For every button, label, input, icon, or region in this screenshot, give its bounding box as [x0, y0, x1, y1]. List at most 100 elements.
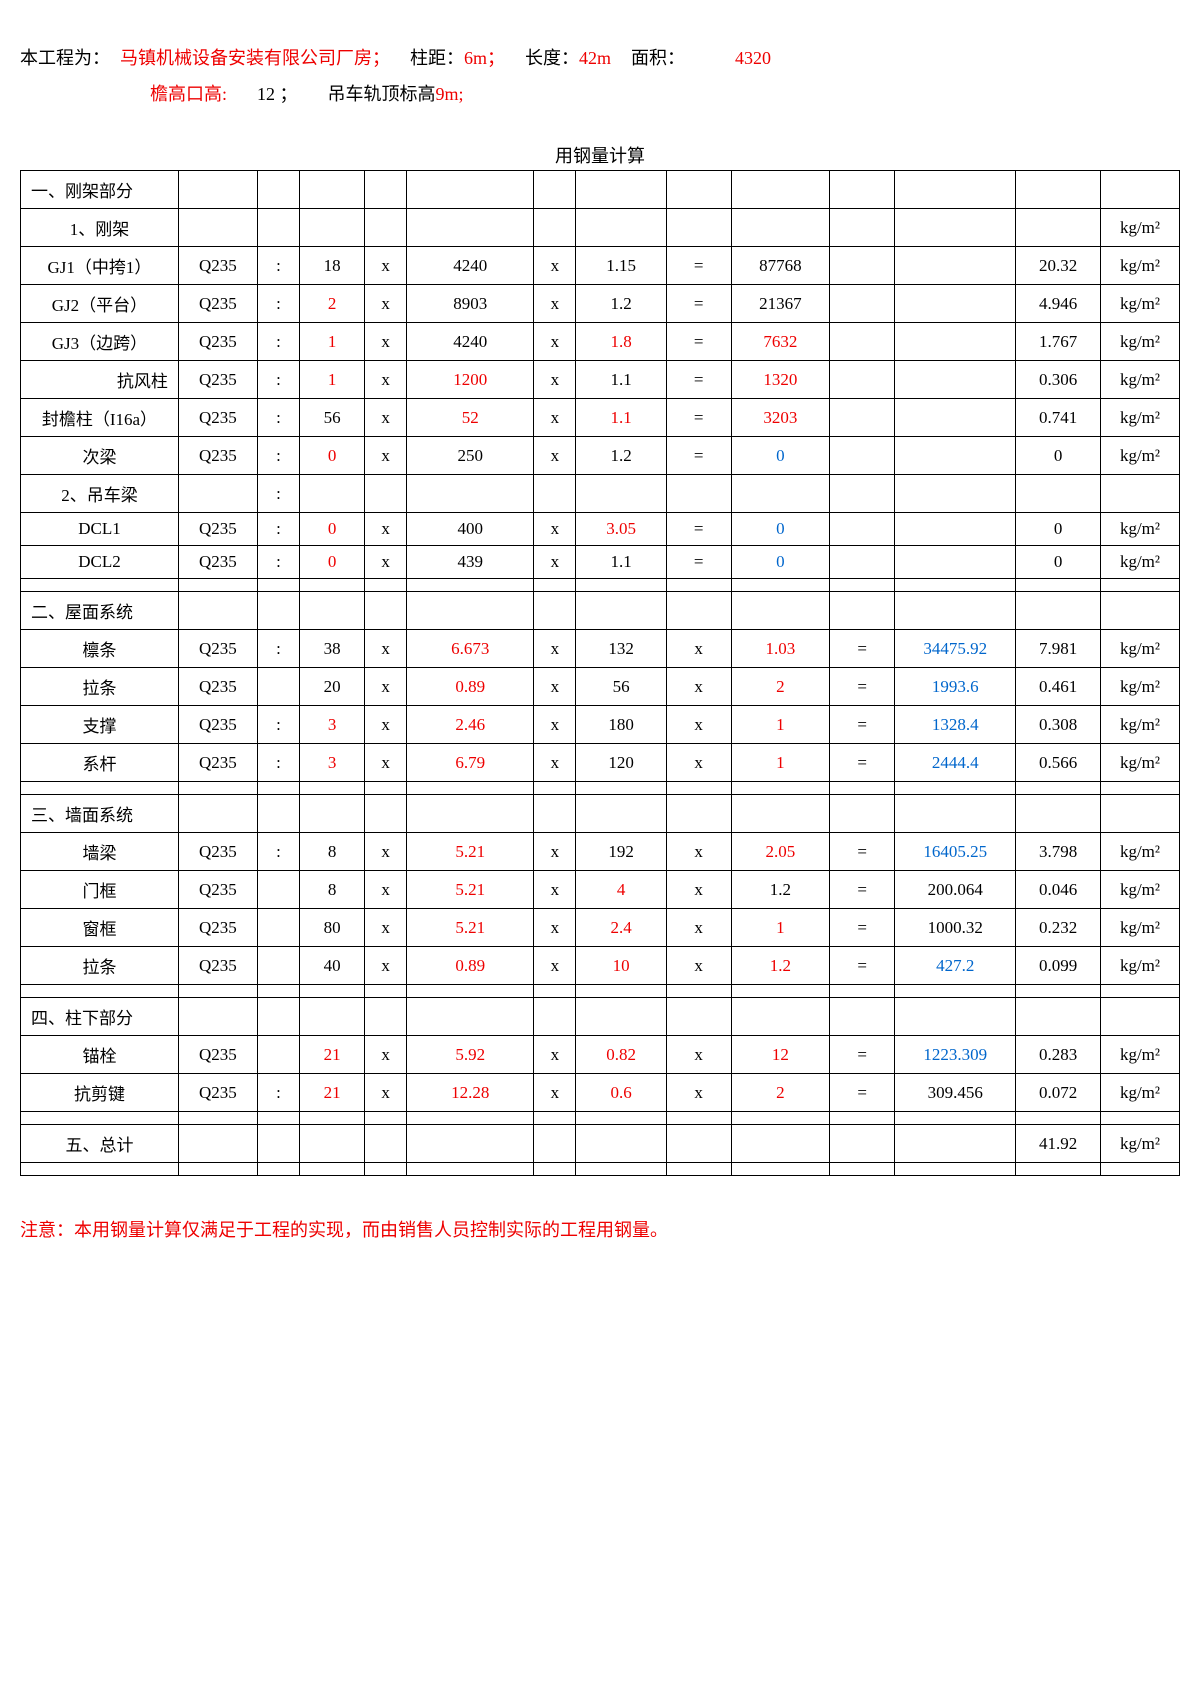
cell: 1.767 [1016, 323, 1101, 361]
cell [1100, 579, 1179, 592]
cell [666, 579, 731, 592]
cell [1016, 209, 1101, 247]
cell: 3203 [731, 399, 830, 437]
cell: GJ3（边跨） [21, 323, 179, 361]
cell: 支撑 [21, 706, 179, 744]
cell: 0 [300, 513, 365, 546]
cell: : [257, 399, 299, 437]
cell [1100, 795, 1179, 833]
cell: 1.8 [576, 323, 666, 361]
cell: Q235 [178, 630, 257, 668]
cell: 0.308 [1016, 706, 1101, 744]
cell [830, 795, 895, 833]
cell [257, 795, 299, 833]
cell: x [365, 744, 407, 782]
cell [257, 171, 299, 209]
cell: = [830, 668, 895, 706]
cell [534, 1163, 576, 1176]
cell [1016, 475, 1101, 513]
cell: 1000.32 [895, 909, 1016, 947]
cell: 0.89 [407, 947, 534, 985]
cell: 5.92 [407, 1036, 534, 1074]
cell: 21 [300, 1036, 365, 1074]
cell: 7.981 [1016, 630, 1101, 668]
cell [21, 579, 179, 592]
cell [731, 795, 830, 833]
cell: 拉条 [21, 668, 179, 706]
cell [300, 1112, 365, 1125]
cell [895, 323, 1016, 361]
cell [731, 782, 830, 795]
table-row: 系杆Q235:3x6.79x120x1=2444.40.566kg/m² [21, 744, 1180, 782]
cell: x [365, 285, 407, 323]
cell: = [666, 513, 731, 546]
steel-calc-table: 一、刚架部分1、刚架kg/m²GJ1（中挎1）Q235:18x4240x1.15… [20, 170, 1180, 1176]
cell: kg/m² [1100, 744, 1179, 782]
cell: 系杆 [21, 744, 179, 782]
cell [407, 1112, 534, 1125]
cell [300, 171, 365, 209]
cell: : [257, 706, 299, 744]
cell: 1.1 [576, 361, 666, 399]
cell [257, 1125, 299, 1163]
cell: : [257, 630, 299, 668]
cell: x [534, 513, 576, 546]
cell [178, 1125, 257, 1163]
cell: kg/m² [1100, 209, 1179, 247]
section-title: 二、屋面系统 [21, 592, 179, 630]
cell [178, 985, 257, 998]
cell: : [257, 513, 299, 546]
length-label: 长度： [525, 40, 579, 76]
cell: 8 [300, 833, 365, 871]
cell: 0.072 [1016, 1074, 1101, 1112]
cell: 400 [407, 513, 534, 546]
cell: 门框 [21, 871, 179, 909]
cell: 250 [407, 437, 534, 475]
cell: Q235 [178, 668, 257, 706]
cell [830, 985, 895, 998]
cell [407, 985, 534, 998]
cell [178, 592, 257, 630]
cell [257, 579, 299, 592]
cell: 4.946 [1016, 285, 1101, 323]
cell: kg/m² [1100, 909, 1179, 947]
cell: = [830, 871, 895, 909]
cell [534, 985, 576, 998]
cell [407, 579, 534, 592]
cell [895, 209, 1016, 247]
cell: 0.82 [576, 1036, 666, 1074]
cell: 0.283 [1016, 1036, 1101, 1074]
cell [895, 1163, 1016, 1176]
cell [365, 1125, 407, 1163]
cell: Q235 [178, 323, 257, 361]
cell: kg/m² [1100, 361, 1179, 399]
cell: x [365, 668, 407, 706]
cell [300, 475, 365, 513]
cell: 1223.309 [895, 1036, 1016, 1074]
cell: x [666, 947, 731, 985]
cell [895, 592, 1016, 630]
cell [257, 947, 299, 985]
cell: 0.099 [1016, 947, 1101, 985]
cell: Q235 [178, 285, 257, 323]
cell: x [666, 1036, 731, 1074]
section-title: 三、墙面系统 [21, 795, 179, 833]
table-row [21, 1163, 1180, 1176]
cell: kg/m² [1100, 630, 1179, 668]
cell: 20.32 [1016, 247, 1101, 285]
cell: 0 [1016, 437, 1101, 475]
cell: : [257, 475, 299, 513]
cell: 2444.4 [895, 744, 1016, 782]
cell [666, 782, 731, 795]
cell [666, 1112, 731, 1125]
cell: x [365, 361, 407, 399]
table-row: 支撑Q235:3x2.46x180x1=1328.40.308kg/m² [21, 706, 1180, 744]
table-row [21, 579, 1180, 592]
cell [21, 1163, 179, 1176]
cell: 192 [576, 833, 666, 871]
cell: 6.79 [407, 744, 534, 782]
cell [895, 546, 1016, 579]
cell: x [365, 630, 407, 668]
cell [300, 782, 365, 795]
cell [407, 1125, 534, 1163]
